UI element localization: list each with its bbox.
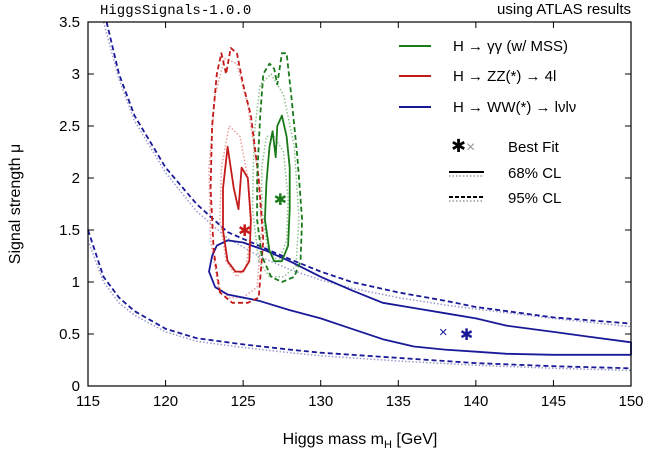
best-fit-gamma: ✱ [274, 192, 287, 209]
y-tick-label: 0 [72, 378, 80, 395]
best-fit-ww: ✱ [460, 327, 473, 344]
y-tick-label: 3 [72, 66, 80, 83]
header-right: using ATLAS results [497, 1, 631, 18]
y-tick-label: 3.5 [59, 14, 80, 31]
zz-95 [209, 47, 265, 304]
ww-95-lower-alt [87, 240, 632, 372]
ww-95-upper-alt [102, 21, 632, 328]
x-tick-label: 115 [76, 393, 100, 410]
x-axis-label: Higgs mass mH [GeV] [283, 431, 438, 451]
zz-68-alt [219, 125, 252, 278]
best-fit-ww-alt: × [439, 324, 448, 341]
legend-label-95: 95% CL [508, 190, 561, 207]
gamma-95-alt [251, 73, 300, 278]
x-tick-label: 135 [386, 393, 411, 410]
legend-bestfit-cross: × [466, 139, 475, 156]
zz-95-alt [208, 57, 263, 299]
legend-bestfit-star: ✱ [451, 136, 466, 156]
legend-label-gamma: H → γγ (w/ MSS) [453, 38, 568, 55]
x-tick-label: 125 [231, 393, 256, 410]
legend-label-bestfit: Best Fit [508, 139, 560, 156]
header-left: HiggsSignals-1.0.0 [100, 3, 251, 19]
y-tick-label: 2 [72, 170, 80, 187]
x-tick-label: 130 [308, 393, 333, 410]
best-fit-zz: ✱ [238, 223, 251, 240]
x-axis-label-sub: H [384, 439, 392, 451]
x-tick-label: 120 [153, 393, 178, 410]
ww-95-lower [87, 229, 632, 370]
legend-label-zz: H → ZZ(*) → 4l [453, 68, 556, 85]
x-tick-label: 140 [463, 393, 488, 410]
plot-frame [87, 21, 632, 387]
best-fit-markers: ✱ ✱ ✱ × [238, 192, 473, 344]
x-tick-label: 145 [541, 393, 566, 410]
y-ticks: 0 0.5 1 1.5 2 2.5 3 3.5 [59, 14, 631, 395]
gamma-68 [264, 114, 291, 263]
ww-95-upper [105, 21, 632, 325]
y-tick-label: 1.5 [59, 222, 80, 239]
y-tick-label: 0.5 [59, 326, 80, 343]
y-axis-label: Signal strength μ [7, 144, 24, 264]
x-tick-label: 150 [618, 393, 643, 410]
zz-68 [222, 145, 252, 273]
legend: H → γγ (w/ MSS) H → ZZ(*) → 4l H → WW(*)… [399, 38, 576, 207]
legend-label-68: 68% CL [508, 165, 561, 182]
y-tick-label: 1 [72, 274, 80, 291]
x-axis-label-unit: [GeV] [392, 431, 437, 448]
y-tick-label: 2.5 [59, 118, 80, 135]
x-axis-label-main: Higgs mass m [283, 431, 384, 448]
legend-label-ww: H → WW(*) → lνlν [453, 99, 576, 116]
gamma-95 [256, 52, 303, 283]
x-ticks: 115 120 125 130 135 140 145 150 [76, 22, 644, 410]
